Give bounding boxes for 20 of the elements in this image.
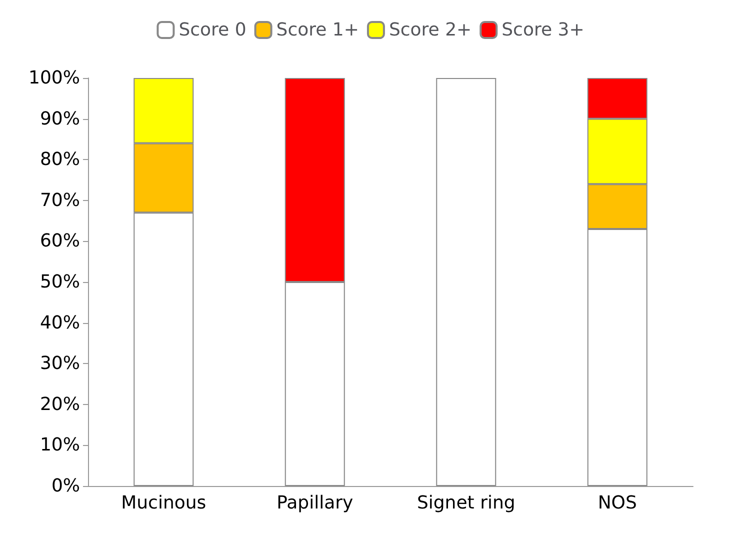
y-tick-label: 10% <box>40 434 80 456</box>
y-tick-label: 40% <box>40 312 80 334</box>
y-tick-label: 60% <box>40 230 80 252</box>
x-tick-label: Signet ring <box>416 492 516 514</box>
legend-label: Score 2+ <box>388 20 472 40</box>
y-tick-label: 90% <box>40 108 80 130</box>
y-tick-label: 0% <box>51 476 80 496</box>
legend-label: Score 3+ <box>502 20 584 40</box>
y-tick-label: 20% <box>40 394 80 415</box>
y-tick-label: 30% <box>40 353 80 374</box>
x-tick-label: NOS <box>598 492 637 514</box>
y-tick-label: 50% <box>40 272 80 292</box>
y-tick-label: 80% <box>40 149 80 170</box>
y-tick-label: 100% <box>28 68 80 88</box>
x-tick-label: Papillary <box>276 492 354 514</box>
x-tick-label: Mucinous <box>121 492 206 514</box>
legend-label: Score 1+ <box>276 20 359 40</box>
y-tick-label: 70% <box>40 190 80 211</box>
legend-label: Score 0 <box>178 20 246 40</box>
bar <box>436 78 496 486</box>
